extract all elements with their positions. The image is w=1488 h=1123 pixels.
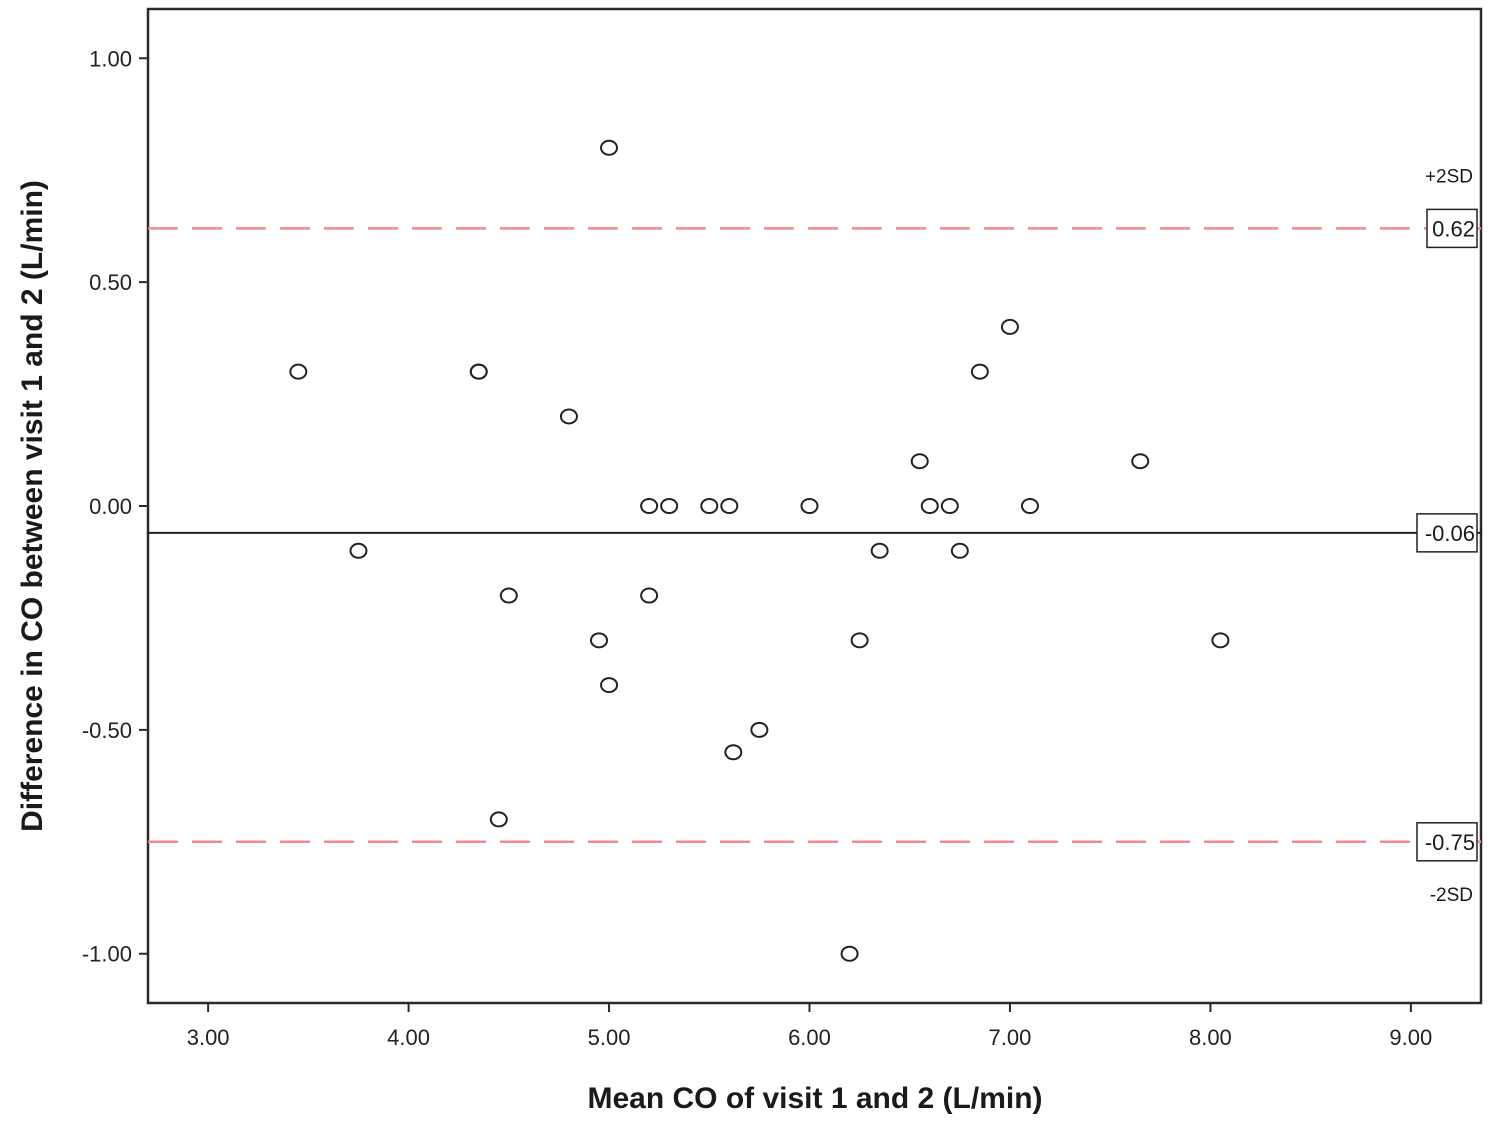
y-tick-label: 0.00 bbox=[89, 494, 132, 519]
data-point bbox=[660, 498, 679, 514]
data-point bbox=[950, 542, 969, 559]
x-tick-label: 5.00 bbox=[588, 1025, 631, 1050]
data-point bbox=[349, 542, 368, 559]
x-axis-ticks: 3.00 4.00 5.00 6.00 7.00 8.00 9.00 bbox=[187, 1003, 1432, 1050]
x-axis-title: Mean CO of visit 1 and 2 (L/min) bbox=[587, 1082, 1042, 1115]
line-value-box bbox=[1416, 822, 1478, 862]
data-point bbox=[1020, 498, 1039, 514]
data-point bbox=[920, 498, 939, 514]
x-tick-label: 7.00 bbox=[989, 1025, 1032, 1050]
line-value-box bbox=[1416, 513, 1478, 553]
data-point bbox=[720, 498, 739, 514]
data-point bbox=[700, 498, 719, 514]
line-value-label: -0.75 bbox=[1425, 830, 1475, 855]
sd-annotation: +2SD bbox=[1425, 166, 1473, 187]
data-point bbox=[724, 744, 743, 761]
data-point bbox=[469, 363, 488, 380]
data-point bbox=[970, 363, 989, 380]
data-point bbox=[870, 542, 889, 559]
data-point bbox=[600, 677, 619, 694]
data-point bbox=[600, 139, 619, 156]
y-axis-title: Difference in CO between visit 1 and 2 (… bbox=[16, 180, 49, 832]
data-point bbox=[1131, 453, 1150, 470]
x-tick-label: 3.00 bbox=[187, 1025, 230, 1050]
line-value-label: -0.06 bbox=[1425, 521, 1475, 546]
reference-lines: 0.62 +2SD -0.06 -0.75 -2SD bbox=[148, 166, 1481, 906]
line-value-label: 0.62 bbox=[1432, 216, 1475, 241]
data-point bbox=[750, 721, 769, 738]
data-point bbox=[640, 587, 659, 604]
data-point bbox=[489, 811, 508, 828]
data-point bbox=[590, 632, 609, 649]
sd-annotation: -2SD bbox=[1430, 885, 1473, 906]
data-point bbox=[850, 632, 869, 649]
data-point bbox=[1000, 318, 1019, 335]
x-tick-label: 6.00 bbox=[788, 1025, 831, 1050]
x-tick-label: 8.00 bbox=[1189, 1025, 1232, 1050]
data-point bbox=[1211, 632, 1230, 649]
x-tick-label: 4.00 bbox=[387, 1025, 430, 1050]
data-point bbox=[910, 453, 929, 470]
line-value-box bbox=[1426, 208, 1478, 249]
x-tick-label: 9.00 bbox=[1389, 1025, 1432, 1050]
y-tick-label: -1.00 bbox=[82, 942, 132, 967]
data-point bbox=[559, 408, 578, 425]
y-axis-ticks: 1.00 0.50 0.00 -0.50 -1.00 bbox=[82, 46, 148, 967]
plot-area bbox=[146, 7, 1483, 1005]
data-point bbox=[800, 498, 819, 514]
y-tick-label: -0.50 bbox=[82, 718, 132, 743]
data-point bbox=[499, 587, 518, 604]
y-tick-label: 1.00 bbox=[89, 46, 132, 71]
data-point bbox=[940, 498, 959, 514]
data-point bbox=[289, 363, 308, 380]
data-points bbox=[289, 139, 1230, 962]
data-point bbox=[840, 945, 859, 962]
y-tick-label: 0.50 bbox=[89, 270, 132, 295]
data-point bbox=[640, 498, 659, 514]
